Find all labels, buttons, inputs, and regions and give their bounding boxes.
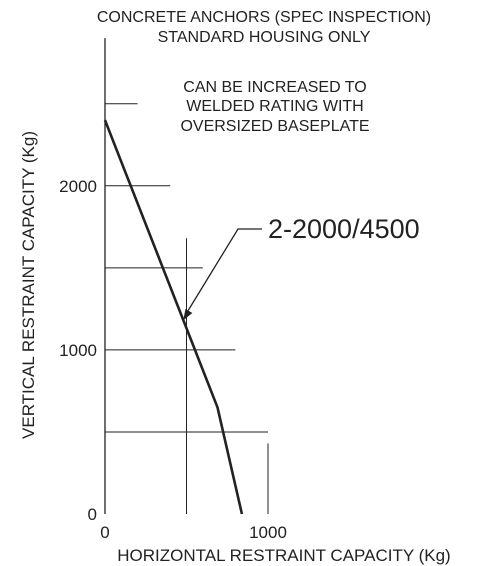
y-tick-label-1000: 1000 (59, 341, 97, 360)
chart-title-line-1: CONCRETE ANCHORS (SPEC INSPECTION) (97, 9, 431, 26)
reference-lines (105, 104, 268, 514)
x-axis-label: HORIZONTAL RESTRAINT CAPACITY (Kg) (117, 546, 450, 565)
series-label-arrowhead (183, 309, 192, 320)
series-line-0 (105, 120, 242, 514)
y-tick-label-0: 0 (88, 505, 97, 524)
chart-title: CONCRETE ANCHORS (SPEC INSPECTION) STAND… (97, 9, 431, 46)
y-tick-label-2000: 2000 (59, 177, 97, 196)
annotation-line-2: WELDED RATING WITH (186, 98, 363, 115)
series-label-leader (188, 229, 262, 310)
annotation-line-3: OVERSIZED BASEPLATE (180, 118, 369, 135)
annotation-line-1: CAN BE INCREASED TO (183, 79, 366, 96)
series-label-group: 2-2000/4500 (183, 214, 419, 320)
series-group (105, 120, 242, 514)
tick-labels: 0 1000 2000 0 1000 (59, 177, 287, 542)
y-axis-label: VERTICAL RESTRAINT CAPACITY (Kg) (19, 131, 38, 439)
x-tick-label-1000: 1000 (249, 523, 287, 542)
series-label: 2-2000/4500 (268, 214, 420, 244)
x-tick-label-0: 0 (100, 523, 109, 542)
annotation-note: CAN BE INCREASED TO WELDED RATING WITH O… (180, 79, 369, 135)
chart-title-line-2: STANDARD HOUSING ONLY (158, 29, 371, 46)
